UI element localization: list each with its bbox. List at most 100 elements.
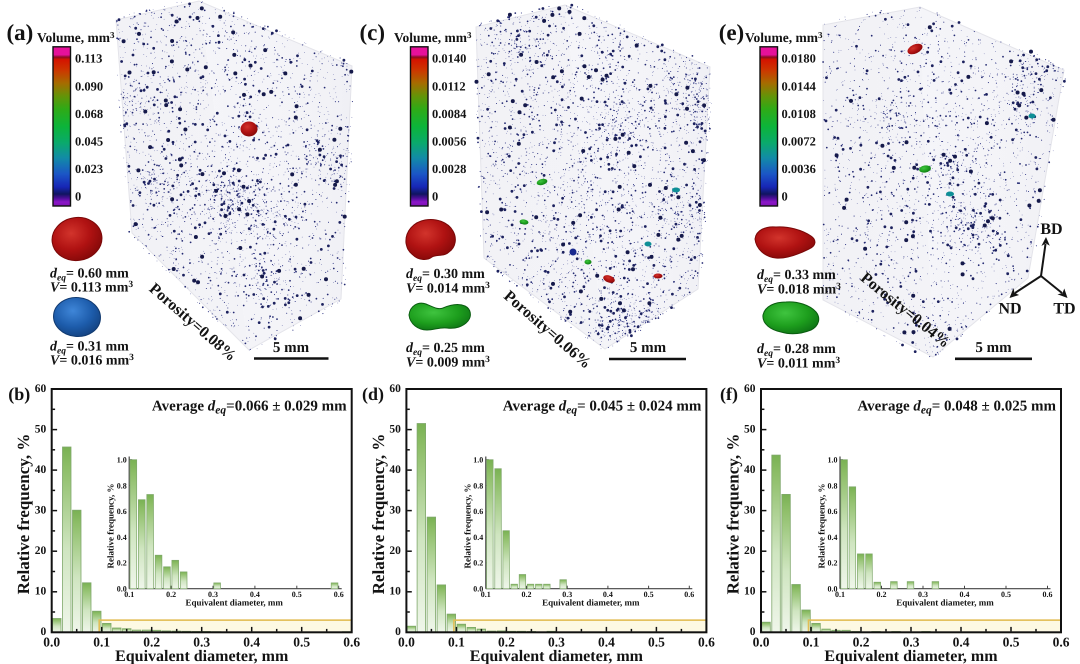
svg-text:Average deq= 0.048 ± 0.025 mm: Average deq= 0.048 ± 0.025 mm (857, 399, 1056, 417)
svg-text:0.4: 0.4 (598, 635, 615, 650)
svg-text:0.2: 0.2 (522, 590, 532, 599)
svg-text:0.2: 0.2 (143, 635, 160, 650)
svg-text:0.0: 0.0 (473, 585, 483, 594)
svg-text:40: 40 (389, 464, 401, 476)
svg-text:Equivalent diameter, mm: Equivalent diameter, mm (542, 598, 640, 608)
svg-text:Equivalent diameter, mm: Equivalent diameter, mm (824, 648, 998, 664)
svg-text:V= 0.011 mm3: V= 0.011 mm3 (757, 356, 840, 372)
svg-text:0.5: 0.5 (1001, 590, 1011, 599)
svg-text:0.023: 0.023 (75, 162, 103, 176)
svg-text:0.2: 0.2 (117, 559, 127, 568)
svg-text:Average deq= 0.045 ± 0.024 mm: Average deq= 0.045 ± 0.024 mm (503, 399, 702, 417)
svg-text:5 mm: 5 mm (273, 340, 310, 356)
svg-text:deq= 0.31 mm: deq= 0.31 mm (50, 340, 129, 357)
svg-text:TD: TD (1053, 301, 1075, 318)
svg-text:50: 50 (744, 424, 756, 436)
svg-text:0.0: 0.0 (43, 635, 60, 650)
svg-text:0.4: 0.4 (960, 590, 970, 599)
svg-text:0.6: 0.6 (334, 590, 344, 599)
svg-text:0.6: 0.6 (473, 507, 483, 516)
svg-text:0.5: 0.5 (648, 635, 665, 650)
svg-text:deq= 0.28 mm: deq= 0.28 mm (757, 342, 836, 359)
svg-text:Equivalent diameter, mm: Equivalent diameter, mm (115, 648, 289, 664)
svg-text:0.0: 0.0 (398, 635, 415, 650)
svg-text:0.068: 0.068 (75, 107, 103, 121)
svg-text:0.2: 0.2 (853, 635, 870, 650)
svg-text:60: 60 (389, 383, 401, 395)
svg-text:0.5: 0.5 (292, 590, 302, 599)
svg-text:deq= 0.60 mm: deq= 0.60 mm (50, 267, 129, 284)
svg-text:0.0112: 0.0112 (432, 79, 466, 93)
svg-text:Relative frequency, %: Relative frequency, % (369, 434, 388, 595)
svg-text:0.1: 0.1 (124, 590, 134, 599)
svg-text:1.0: 1.0 (473, 456, 483, 465)
svg-text:1.0: 1.0 (117, 456, 127, 465)
svg-text:0.2: 0.2 (166, 590, 176, 599)
svg-text:(c): (c) (360, 20, 386, 45)
svg-text:0.0056: 0.0056 (432, 135, 466, 149)
svg-text:V= 0.113 mm3: V= 0.113 mm3 (50, 280, 133, 296)
svg-text:0.6: 0.6 (698, 635, 715, 650)
svg-text:0.3: 0.3 (193, 635, 210, 650)
svg-text:20: 20 (35, 545, 47, 557)
svg-text:0.3: 0.3 (208, 590, 218, 599)
svg-text:1.0: 1.0 (828, 456, 838, 465)
svg-text:0.2: 0.2 (828, 559, 838, 568)
svg-text:0.3: 0.3 (548, 635, 565, 650)
svg-text:V= 0.018 mm3: V= 0.018 mm3 (757, 282, 841, 298)
svg-text:0.0084: 0.0084 (432, 107, 467, 121)
svg-text:0.1: 0.1 (93, 635, 110, 650)
svg-text:0.0072: 0.0072 (782, 135, 816, 149)
svg-text:50: 50 (389, 424, 401, 436)
svg-text:0: 0 (432, 190, 438, 204)
svg-text:10: 10 (389, 586, 401, 598)
svg-text:Relative frequency, %: Relative frequency, % (817, 483, 827, 568)
svg-text:0.4: 0.4 (117, 533, 127, 542)
svg-text:Relative frequency, %: Relative frequency, % (724, 434, 743, 595)
svg-text:Equivalent diameter, mm: Equivalent diameter, mm (185, 598, 283, 608)
svg-text:0.8: 0.8 (828, 481, 838, 490)
svg-text:0.0140: 0.0140 (432, 52, 466, 66)
svg-text:0.0: 0.0 (753, 635, 770, 650)
svg-text:40: 40 (35, 464, 47, 476)
svg-text:BD: BD (1040, 221, 1062, 238)
svg-text:0.1: 0.1 (835, 590, 845, 599)
svg-text:0: 0 (750, 626, 756, 638)
svg-text:30: 30 (389, 505, 401, 517)
svg-text:40: 40 (744, 464, 756, 476)
svg-text:0.6: 0.6 (117, 507, 127, 516)
svg-text:0.1: 0.1 (448, 635, 465, 650)
svg-text:Volume, mm3: Volume, mm3 (394, 30, 472, 45)
svg-text:Relative frequency, %: Relative frequency, % (106, 483, 116, 568)
svg-text:ND: ND (998, 301, 1021, 318)
svg-text:0.6: 0.6 (828, 507, 838, 516)
svg-text:V= 0.014 mm3: V= 0.014 mm3 (406, 281, 490, 297)
svg-text:0.0028: 0.0028 (432, 162, 466, 176)
svg-text:deq= 0.30 mm: deq= 0.30 mm (406, 267, 485, 284)
svg-text:5 mm: 5 mm (630, 340, 667, 356)
svg-text:0: 0 (782, 190, 788, 204)
svg-text:Equivalent diameter, mm: Equivalent diameter, mm (896, 598, 994, 608)
svg-text:0: 0 (395, 626, 401, 638)
svg-text:0.5: 0.5 (644, 590, 654, 599)
svg-text:0.3: 0.3 (918, 590, 928, 599)
svg-text:0.0: 0.0 (117, 585, 127, 594)
svg-text:(e): (e) (719, 20, 745, 45)
svg-text:60: 60 (744, 383, 756, 395)
svg-text:10: 10 (744, 586, 756, 598)
svg-text:0.8: 0.8 (117, 481, 127, 490)
svg-text:V= 0.009 mm3: V= 0.009 mm3 (406, 355, 490, 371)
svg-text:deq= 0.33 mm: deq= 0.33 mm (757, 268, 836, 285)
svg-text:0.0036: 0.0036 (782, 162, 816, 176)
svg-text:0.4: 0.4 (473, 533, 483, 542)
svg-text:0.6: 0.6 (684, 590, 694, 599)
svg-text:5 mm: 5 mm (975, 340, 1012, 356)
svg-text:0.4: 0.4 (953, 635, 970, 650)
svg-text:(d): (d) (362, 384, 384, 404)
svg-text:0.8: 0.8 (473, 481, 483, 490)
svg-text:0.6: 0.6 (1053, 635, 1070, 650)
svg-text:(b): (b) (8, 384, 30, 404)
svg-text:0.6: 0.6 (343, 635, 360, 650)
svg-text:0.0180: 0.0180 (782, 52, 816, 66)
svg-text:0: 0 (75, 190, 81, 204)
